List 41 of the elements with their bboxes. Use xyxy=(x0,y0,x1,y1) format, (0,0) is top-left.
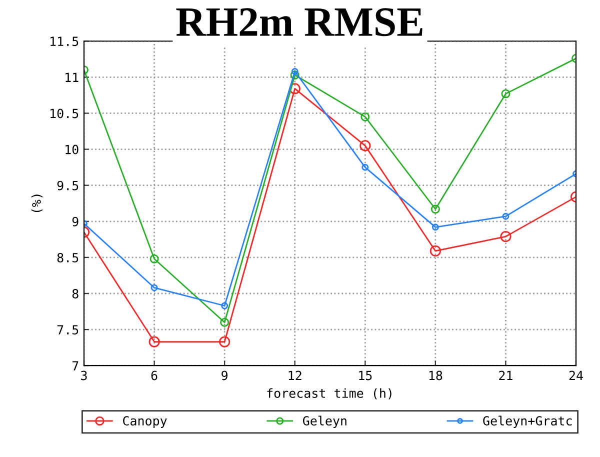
point xyxy=(430,245,441,257)
x-tick-label: 21 xyxy=(499,370,512,380)
point xyxy=(430,204,440,214)
legend-label: Geleyn+Gratc xyxy=(483,416,572,428)
x-tick-label: 3 xyxy=(81,370,87,380)
y-tick-label: 9 xyxy=(72,216,78,226)
y-tick-label: 10.5 xyxy=(50,108,78,118)
point xyxy=(219,336,230,348)
x-axis-title: forecast time (h) xyxy=(267,388,392,400)
x-tick-label: 24 xyxy=(569,370,583,380)
point xyxy=(432,224,439,231)
y-tick-label: 7.5 xyxy=(57,325,78,335)
point xyxy=(220,318,230,327)
x-tick-label: 6 xyxy=(151,370,158,380)
point xyxy=(502,212,510,220)
legend-label: Geleyn xyxy=(302,416,346,428)
x-tick-label: 9 xyxy=(222,370,228,380)
point xyxy=(150,284,158,292)
legend-label: Canopy xyxy=(123,416,167,428)
y-tick-label: 8.5 xyxy=(57,252,78,262)
point xyxy=(360,112,370,122)
point xyxy=(362,164,369,171)
point xyxy=(500,230,512,242)
point xyxy=(291,68,298,75)
x-tick-label: 12 xyxy=(288,370,302,380)
point xyxy=(360,140,371,152)
y-tick-label: 11.5 xyxy=(50,36,78,46)
x-tick-label: 15 xyxy=(359,370,372,380)
point xyxy=(150,254,159,264)
y-tick-label: 8 xyxy=(72,289,78,298)
x-tick-label: 18 xyxy=(429,370,442,380)
point xyxy=(221,302,228,310)
y-tick-label: 10 xyxy=(66,144,78,154)
chart-title: RH2m RMSE xyxy=(176,8,422,36)
y-tick-label: 9.5 xyxy=(57,180,78,190)
y-tick-label: 7 xyxy=(72,361,78,370)
point xyxy=(148,336,160,348)
y-tick-label: 11 xyxy=(66,72,78,82)
point xyxy=(290,70,300,80)
point xyxy=(501,89,510,98)
y-axis-title: (%) xyxy=(31,194,43,212)
